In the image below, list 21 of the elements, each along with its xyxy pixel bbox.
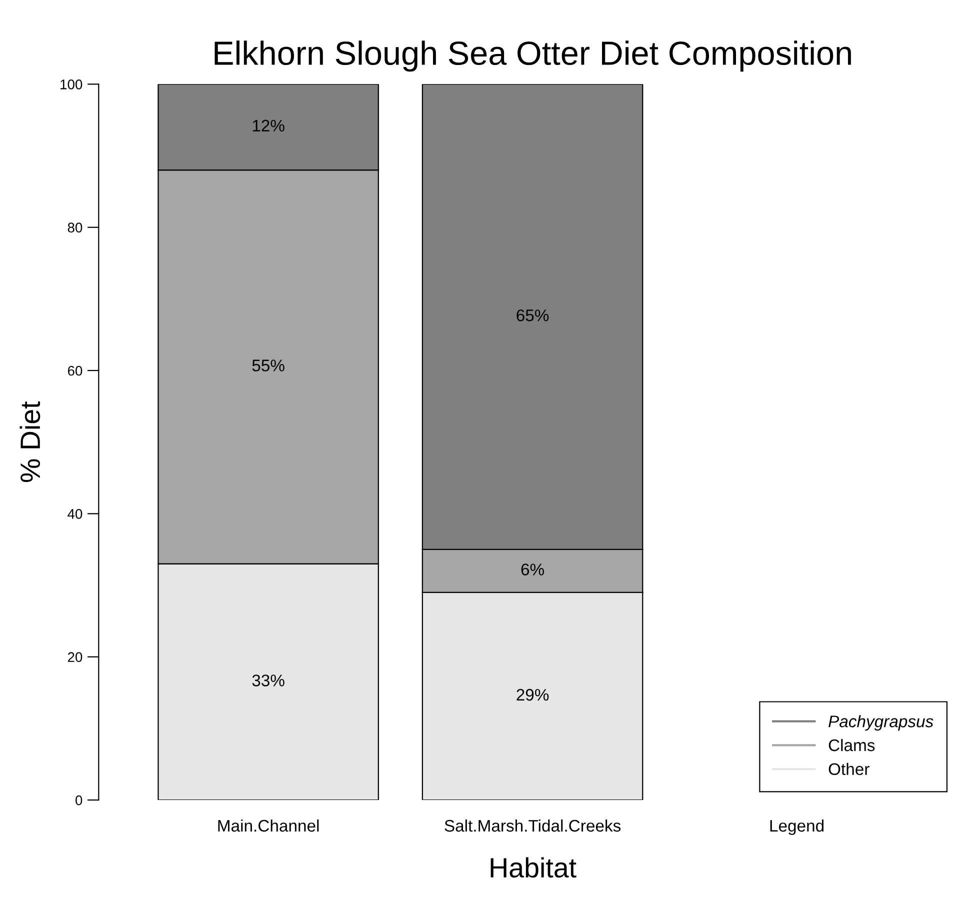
y-tick-label: 100 <box>60 80 82 90</box>
data-label: 12% <box>252 120 284 132</box>
legend-label: Pachygrapsus <box>828 715 934 731</box>
x-tick-label: Salt.Marsh.Tidal.Creeks <box>444 819 621 832</box>
legend-label: Other <box>828 762 870 776</box>
data-label: 65% <box>516 309 549 322</box>
y-tick-label: 0 <box>76 795 82 806</box>
y-tick-label: 20 <box>68 652 82 662</box>
x-axis-title: Habitat <box>490 857 576 878</box>
data-label: 55% <box>252 360 284 372</box>
y-axis-title: % Diet <box>20 401 40 482</box>
legend-label: Clams <box>828 738 875 752</box>
y-tick-label: 80 <box>68 222 82 233</box>
data-label: 33% <box>252 674 284 686</box>
x-tick-label: Legend <box>770 819 824 835</box>
y-tick-label: 40 <box>68 509 82 519</box>
x-tick-label: Main.Channel <box>218 819 319 832</box>
data-label: 29% <box>516 688 549 701</box>
y-tick-label: 60 <box>68 366 82 376</box>
data-label: 6% <box>521 564 544 576</box>
chart-title: Elkhorn Slough Sea Otter Diet Composition <box>214 40 851 72</box>
